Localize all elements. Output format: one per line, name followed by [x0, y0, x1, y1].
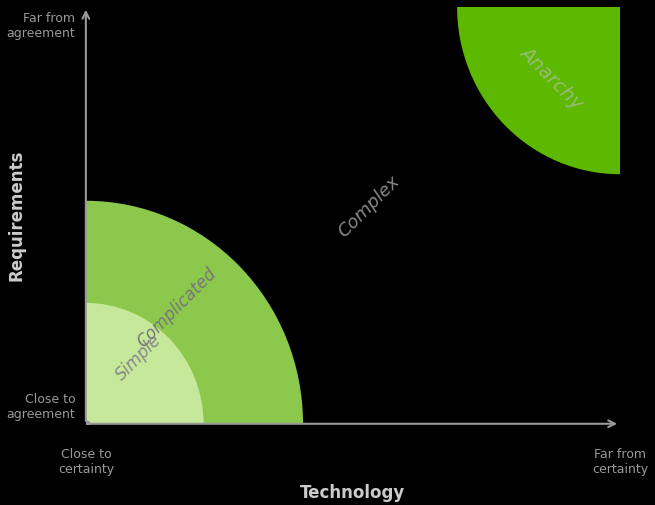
Wedge shape [86, 201, 303, 424]
Text: Anarchy: Anarchy [516, 42, 587, 112]
Text: Technology: Technology [300, 484, 405, 502]
Wedge shape [86, 303, 204, 424]
Text: Complex: Complex [335, 173, 403, 241]
Text: Complicated: Complicated [134, 265, 220, 351]
Text: Requirements: Requirements [7, 149, 26, 281]
Text: Close to
certainty: Close to certainty [58, 448, 114, 476]
Text: Close to
agreement: Close to agreement [7, 393, 75, 421]
Text: Far from
certainty: Far from certainty [592, 448, 648, 476]
Text: Simple: Simple [113, 331, 165, 384]
Text: Far from
agreement: Far from agreement [7, 13, 75, 40]
Wedge shape [457, 7, 620, 174]
